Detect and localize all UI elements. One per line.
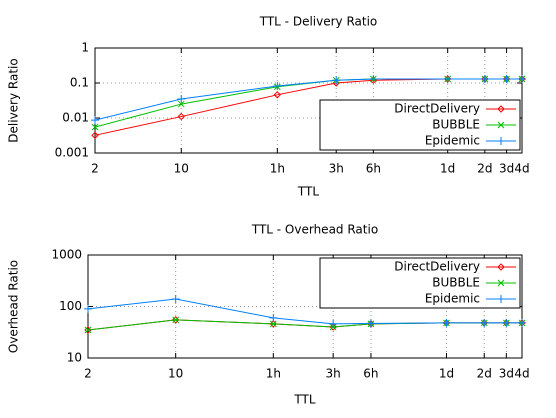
data-point xyxy=(518,318,526,327)
x-tick-label: 1h xyxy=(266,367,281,381)
legend-label: BUBBLE xyxy=(432,276,480,290)
data-point xyxy=(84,304,92,313)
legend-label: BUBBLE xyxy=(432,118,480,132)
legend-marker xyxy=(497,279,505,287)
y-tick-label: 1 xyxy=(81,41,89,55)
data-point xyxy=(269,320,277,328)
x-tick-label: 4d xyxy=(514,162,529,176)
plot-frame xyxy=(94,47,523,154)
legend-label: Epidemic xyxy=(425,292,480,306)
data-point xyxy=(442,318,451,327)
x-tick-label: 3d xyxy=(499,367,514,381)
x-tick-label: 2 xyxy=(84,367,92,381)
y-tick-label: 100 xyxy=(59,299,82,313)
x-tick-label: 1d xyxy=(440,162,455,176)
data-point xyxy=(332,76,341,85)
x-tick-label: 6h xyxy=(366,162,381,176)
legend-marker xyxy=(497,137,505,145)
y-axis-label: Overhead Ratio xyxy=(7,260,21,353)
y-tick-label: 0.001 xyxy=(55,146,89,160)
x-tick-label: 3h xyxy=(329,162,344,176)
x-tick-label: 3d xyxy=(499,162,514,176)
data-point xyxy=(177,112,185,121)
data-point xyxy=(84,326,92,334)
legend-marker xyxy=(497,263,505,271)
y-tick-label: 0.1 xyxy=(70,76,89,90)
data-point xyxy=(518,75,526,84)
data-point xyxy=(366,319,375,328)
data-point xyxy=(171,294,180,303)
data-point xyxy=(84,326,92,334)
data-point xyxy=(502,318,511,327)
data-point xyxy=(273,91,282,99)
data-point xyxy=(273,82,282,91)
x-tick-label: 6h xyxy=(363,367,378,381)
x-tick-label: 2d xyxy=(477,367,492,381)
data-point xyxy=(91,131,99,140)
data-point xyxy=(480,75,489,84)
chart-title: TTL - Delivery Ratio xyxy=(259,15,378,29)
data-point xyxy=(443,75,452,84)
y-tick-label: 1000 xyxy=(51,248,82,262)
legend-marker xyxy=(497,295,505,303)
legend-label: DirectDelivery xyxy=(394,102,480,116)
y-tick-label: 10 xyxy=(67,351,82,365)
legend-marker xyxy=(497,105,505,113)
x-tick-label: 4d xyxy=(514,367,529,381)
data-point xyxy=(329,323,337,331)
legend-marker xyxy=(497,121,505,129)
data-point xyxy=(172,316,180,324)
x-tick-label: 10 xyxy=(174,162,189,176)
x-axis-label: TTL xyxy=(293,393,315,407)
data-point xyxy=(480,318,489,327)
x-tick-label: 1d xyxy=(439,367,454,381)
x-tick-label: 10 xyxy=(168,367,183,381)
y-tick-label: 0.01 xyxy=(62,111,89,125)
data-point xyxy=(177,100,185,108)
data-point xyxy=(369,75,378,84)
x-tick-label: 3h xyxy=(326,367,341,381)
legend-label: DirectDelivery xyxy=(394,260,480,274)
data-point xyxy=(91,123,99,131)
data-point xyxy=(177,94,186,103)
data-point xyxy=(329,319,338,328)
legend-label: Epidemic xyxy=(425,134,480,148)
x-tick-label: 2d xyxy=(477,162,492,176)
data-point xyxy=(171,316,180,324)
chart-title: TTL - Overhead Ratio xyxy=(251,223,378,237)
x-tick-label: 1h xyxy=(270,162,285,176)
x-tick-label: 2 xyxy=(91,162,99,176)
data-point xyxy=(269,320,278,328)
y-axis-label: Delivery Ratio xyxy=(7,58,21,142)
x-axis-label: TTL xyxy=(297,185,319,199)
data-point xyxy=(91,116,99,125)
data-point xyxy=(269,313,278,322)
data-point xyxy=(502,75,511,84)
